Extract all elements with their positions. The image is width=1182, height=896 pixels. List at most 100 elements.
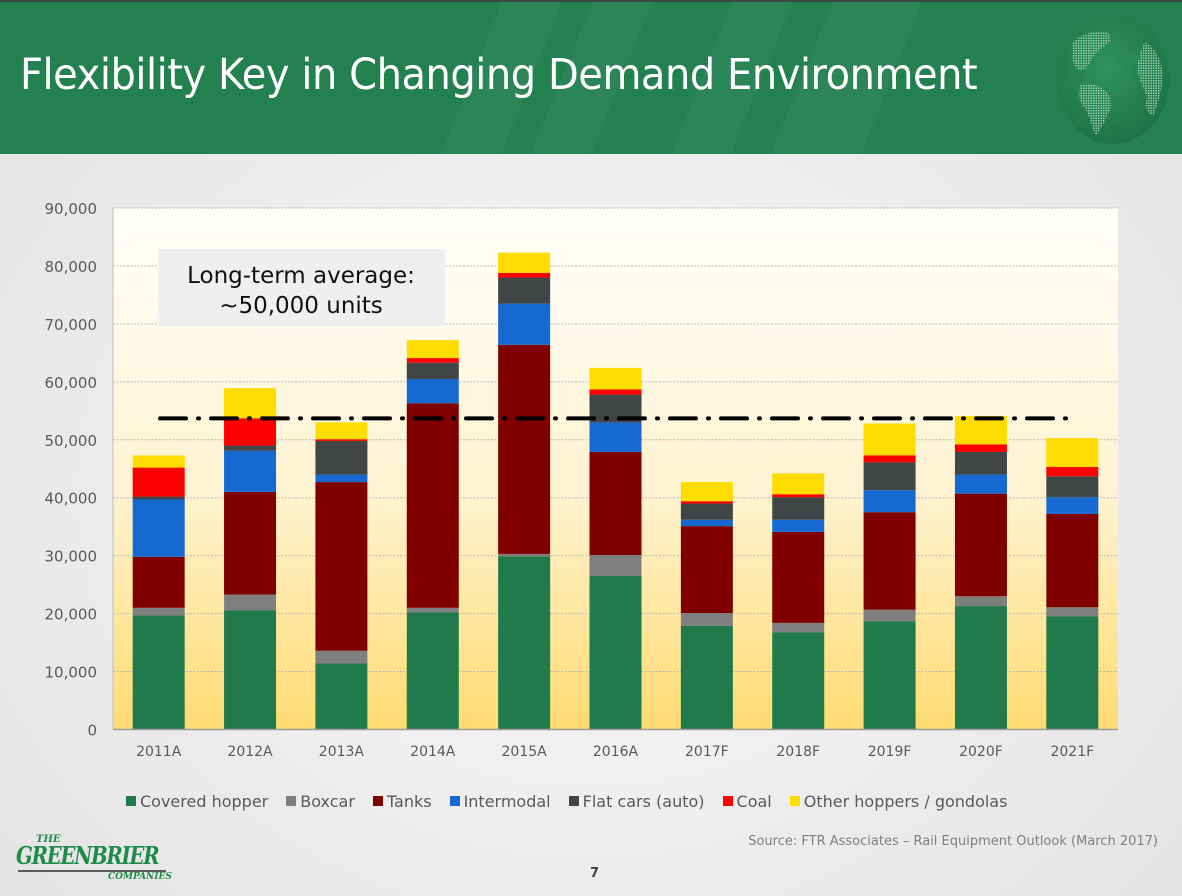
bar-segment-coal [406,358,459,363]
bar-segment-covered-hopper [954,606,1007,730]
bar-segment-covered-hopper [863,621,916,730]
legend-swatch [722,796,733,806]
bar-segment-other-hoppers-gondolas [1046,438,1099,468]
legend-item-boxcar: Boxcar [286,792,355,811]
legend-swatch [126,796,136,806]
bars [132,252,1099,730]
annotation-line-1: Long-term average: [187,263,415,289]
bar-segment-coal [132,467,185,497]
bar-segment-covered-hopper [680,625,733,730]
bar-segment-other-hoppers-gondolas [224,388,277,419]
bar-segment-covered-hopper [406,612,459,730]
bar-segment-coal [1046,467,1099,477]
bar-segment-intermodal [498,303,551,345]
bar-segment-other-hoppers-gondolas [406,340,459,359]
bar-segment-boxcar [863,609,916,622]
bar-segment-coal [498,272,551,278]
legend-swatch [568,796,579,806]
annotation-box: Long-term average: ~50,000 units [158,249,445,326]
y-tick-label: 50,000 [45,432,98,450]
bar-segment-tanks [132,556,185,608]
legend-label: Flat cars (auto) [582,791,705,811]
bar-segment-other-hoppers-gondolas [315,422,368,440]
x-tick-label: 2016A [593,744,639,760]
logo-main: GREENBRIER [16,841,160,870]
y-tick-label: 70,000 [45,316,98,334]
bar-segment-boxcar [954,596,1007,607]
bar-segment-intermodal [772,519,825,532]
bar-segment-intermodal [680,519,733,527]
bar-segment-coal [772,494,825,498]
slide-header: Flexibility Key in Changing Demand Envir… [0,0,1182,154]
bar-segment-covered-hopper [224,610,277,730]
bar-segment-covered-hopper [1046,616,1099,730]
bar-segment-flat-cars-auto [1046,476,1099,498]
bar-segment-boxcar [224,594,277,611]
bar-segment-intermodal [315,474,368,483]
logo-the: THE [36,834,61,845]
bar-segment-flat-cars-auto [954,451,1007,475]
x-axis-ticks: 2011A 2012A 2013A 2014A 2015A 2016A 2017F 2018F… [136,744,1094,760]
y-tick-label: 30,000 [45,548,98,566]
slide-title: Flexibility Key in Changing Demand Envir… [20,50,978,100]
bar-segment-intermodal [132,499,185,557]
bar-segment-tanks [954,493,1007,597]
x-tick-label: 2013A [319,744,365,760]
bar-segment-covered-hopper [589,575,642,730]
bar-segment-flat-cars-auto [772,497,825,520]
bar-segment-intermodal [1046,497,1099,514]
bar-segment-boxcar [772,622,825,633]
bar-segment-covered-hopper [498,556,551,730]
chart-legend: Covered hopper Boxcar Tanks Intermodal F… [126,789,1025,813]
x-tick-label: 2012A [227,744,273,760]
bar-segment-intermodal [954,474,1007,494]
bar-segment-tanks [224,491,277,595]
legend-label: Intermodal [463,791,551,811]
logo-rule [18,870,166,872]
bar-segment-boxcar [680,613,733,626]
y-tick-label: 0 [87,722,97,740]
y-tick-label: 90,000 [45,200,98,218]
bar-segment-coal [863,455,916,463]
x-tick-label: 2014A [410,744,456,760]
x-tick-label: 2020F [959,744,1003,760]
legend-swatch [789,796,800,806]
bar-segment-other-hoppers-gondolas [498,252,551,273]
legend-swatch [372,796,383,806]
bar-segment-other-hoppers-gondolas [954,416,1007,445]
bar-segment-tanks [1046,513,1099,608]
legend-item-intermodal: Intermodal [449,791,551,811]
bar-segment-coal [680,501,733,504]
y-tick-label: 10,000 [45,664,98,682]
bar-segment-boxcar [498,553,551,557]
legend-label: Tanks [386,791,432,811]
bar-segment-intermodal [224,450,277,492]
bar-segment-intermodal [406,378,459,404]
greenbrier-logo: THE GREENBRIER COMPANIES [16,834,172,888]
x-tick-label: 2011A [136,744,182,760]
annotation-line-2: ~50,000 units [219,293,383,319]
bar-segment-flat-cars-auto [680,503,733,520]
bar-segment-intermodal [863,490,916,513]
bar-segment-tanks [589,451,642,556]
bar-segment-other-hoppers-gondolas [589,367,642,390]
bar-segment-boxcar [315,650,368,664]
bar-segment-boxcar [406,607,459,613]
bar-segment-flat-cars-auto [132,496,185,500]
bar-segment-other-hoppers-gondolas [863,423,916,456]
y-axis-ticks: 0 10,000 20,000 30,000 40,000 50,000 60,000 70,… [45,200,98,740]
bar-segment-tanks [406,403,459,608]
y-tick-label: 80,000 [45,258,98,276]
logo-companies: COMPANIES [108,872,172,882]
bar-segment-covered-hopper [772,632,825,730]
legend-label: Boxcar [300,791,355,811]
bar-segment-coal [315,439,368,441]
bar-segment-flat-cars-auto [406,362,459,379]
legend-item-flat-cars: Flat cars (auto) [568,791,705,811]
x-tick-label: 2015A [502,744,548,760]
legend-swatch [449,796,460,806]
bar-segment-other-hoppers-gondolas [772,473,825,495]
x-tick-label: 2021F [1050,744,1094,760]
legend-item-covered-hopper: Covered hopper [126,792,268,811]
bar-segment-flat-cars-auto [315,440,368,475]
